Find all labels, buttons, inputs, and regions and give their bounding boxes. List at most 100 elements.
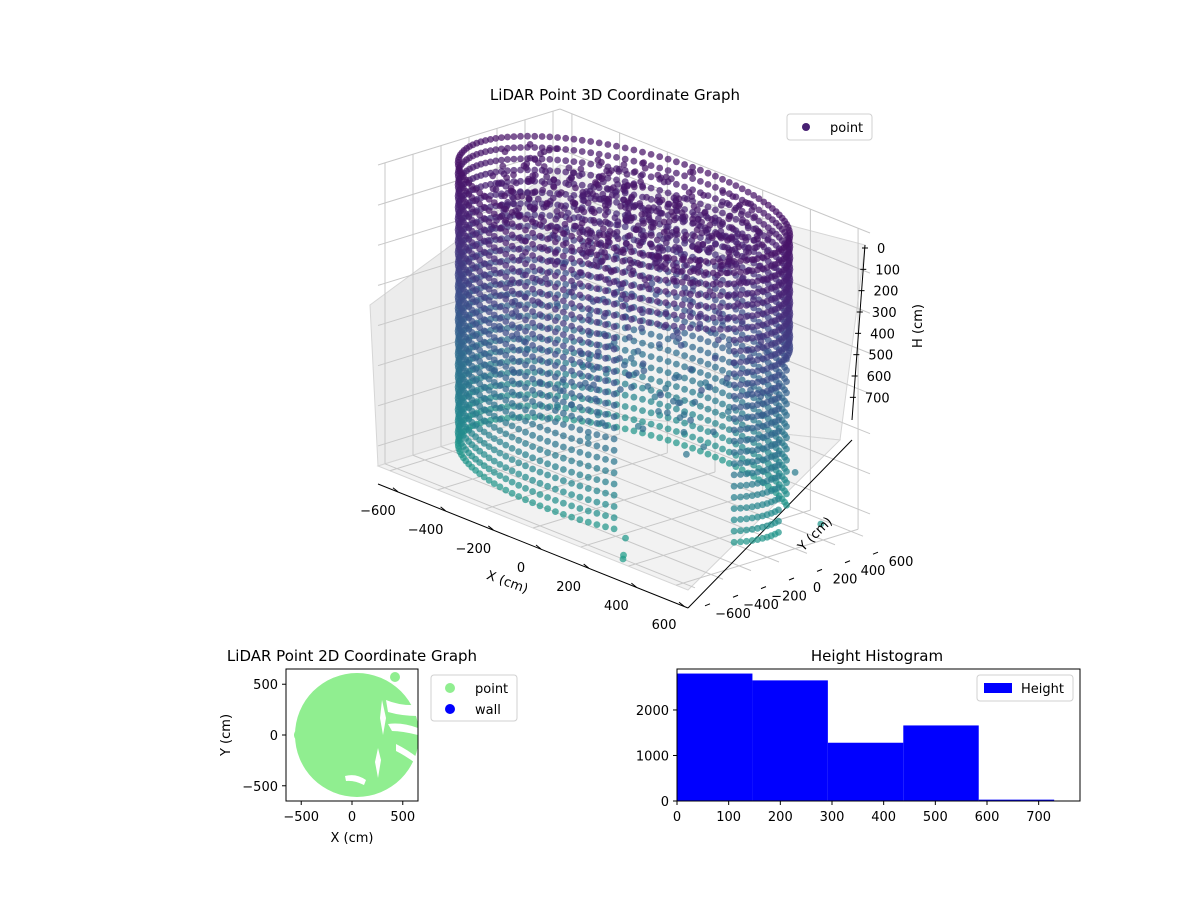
chart-3d-point	[584, 282, 592, 290]
chart-3d-point	[554, 401, 561, 409]
y-tick-label: −200	[771, 590, 807, 605]
chart-3d-point	[562, 269, 570, 277]
chart-3d-point	[737, 268, 744, 276]
chart-3d-point	[502, 306, 510, 314]
chart-3d-point	[621, 144, 629, 152]
chart-3d-point	[678, 278, 686, 286]
chart-3d-point	[689, 377, 696, 385]
chart-3d-point	[496, 326, 504, 333]
grid-line	[559, 309, 871, 435]
chart-3d-point	[522, 473, 529, 481]
chart-3d-point	[743, 346, 750, 354]
chart-3d-point	[496, 371, 504, 378]
chart-3d-point	[515, 380, 523, 388]
chart-3d-point	[719, 344, 726, 352]
chart-3d-point	[754, 446, 761, 454]
chart-3d-point	[704, 203, 712, 211]
chart-3d-point	[522, 383, 529, 391]
chart-3d-point	[490, 457, 498, 465]
chart-3d-point	[545, 146, 553, 154]
chart-3d-point	[731, 206, 738, 214]
chart-3d-point	[660, 228, 668, 236]
chart-3d-point	[490, 300, 498, 308]
chart-3d-point	[584, 440, 592, 447]
chart-3d-point	[522, 282, 529, 290]
chart-3d-point	[552, 463, 559, 471]
chart-3d-point	[576, 336, 584, 344]
chart-3d-point	[529, 353, 536, 361]
chart-3d-point	[593, 352, 601, 360]
chart-3d-point	[748, 447, 756, 454]
chart-3d-point	[737, 437, 744, 445]
chart-3d-point	[537, 214, 545, 221]
chart-3d-point	[610, 368, 618, 375]
chart-3d-point	[568, 174, 575, 182]
chart-3d-point	[544, 246, 551, 254]
chart-3d-point	[568, 468, 575, 476]
chart-3d-point	[702, 258, 710, 265]
chart-3d-point	[490, 322, 498, 330]
chart-3d-point	[568, 480, 575, 487]
chart-3d-point	[490, 210, 498, 218]
chart-3d-point	[644, 383, 652, 390]
chart-3d-point	[602, 253, 609, 261]
chart-3d-point	[496, 292, 504, 300]
chart-3d-point	[730, 258, 738, 265]
histogram-legend-swatch	[984, 683, 1012, 693]
chart-3d-point	[743, 268, 750, 275]
chart-3d-point	[704, 450, 712, 458]
chart-3d-point	[647, 364, 655, 372]
chart-3d-point	[560, 398, 567, 406]
chart-3d-point	[496, 438, 504, 446]
chart-3d-point	[560, 297, 567, 305]
chart-3d-point	[562, 359, 570, 367]
chart-3d-point	[702, 280, 710, 288]
chart-3d-point	[492, 135, 500, 142]
chart-3d-point	[515, 302, 523, 309]
chart-3d-point	[560, 241, 567, 249]
chart-3d-point	[508, 422, 516, 430]
chart-3d-point	[554, 156, 561, 164]
chart-3d-point	[568, 322, 575, 330]
chart-3d-point	[536, 221, 544, 229]
chart-3d-point	[737, 527, 744, 535]
chart-3d-point	[664, 403, 672, 410]
chart-3d-point	[524, 189, 531, 197]
chart-3d-point	[522, 372, 529, 380]
chart-3d-point	[673, 169, 680, 177]
chart-3d-point	[664, 425, 672, 433]
chart-3d-point	[747, 200, 755, 208]
chart-3d-point	[584, 417, 592, 425]
chart-3d-point	[593, 307, 601, 315]
chart-3d-point	[508, 253, 516, 261]
chart-3d-point	[645, 307, 653, 315]
chart-3d-point	[602, 512, 609, 519]
chart-3d-point	[662, 260, 669, 267]
chart-3d-point	[546, 156, 554, 163]
chart-3d-point	[748, 301, 756, 308]
z-tick-label: 300	[872, 306, 897, 321]
chart-3d-point	[515, 493, 523, 500]
chart-3d-point	[480, 260, 488, 267]
chart-3d-point	[704, 338, 712, 346]
chart-3d-point	[566, 216, 573, 223]
chart-3d-point	[763, 349, 771, 356]
chart-2d-legend: point wall	[430, 674, 518, 722]
chart-3d-point	[636, 306, 644, 314]
chart-3d-point	[730, 494, 738, 501]
chart-3d-point	[645, 262, 653, 270]
chart-3d-point	[544, 494, 551, 501]
chart-3d-point	[560, 387, 567, 395]
chart-3d-point	[584, 350, 592, 357]
chart-3d-point	[737, 210, 745, 218]
chart-3d-point	[536, 322, 544, 330]
chart-3d-point	[502, 486, 510, 494]
chart-3d-point	[485, 364, 493, 372]
chart-3d-point	[709, 314, 717, 322]
chart-3d-point	[646, 240, 654, 248]
chart-3d-point	[610, 357, 618, 364]
chart-3d-point	[783, 479, 790, 487]
chart-3d-point	[568, 513, 575, 521]
chart-3d-point	[743, 279, 750, 287]
chart-3d-point	[584, 473, 592, 481]
